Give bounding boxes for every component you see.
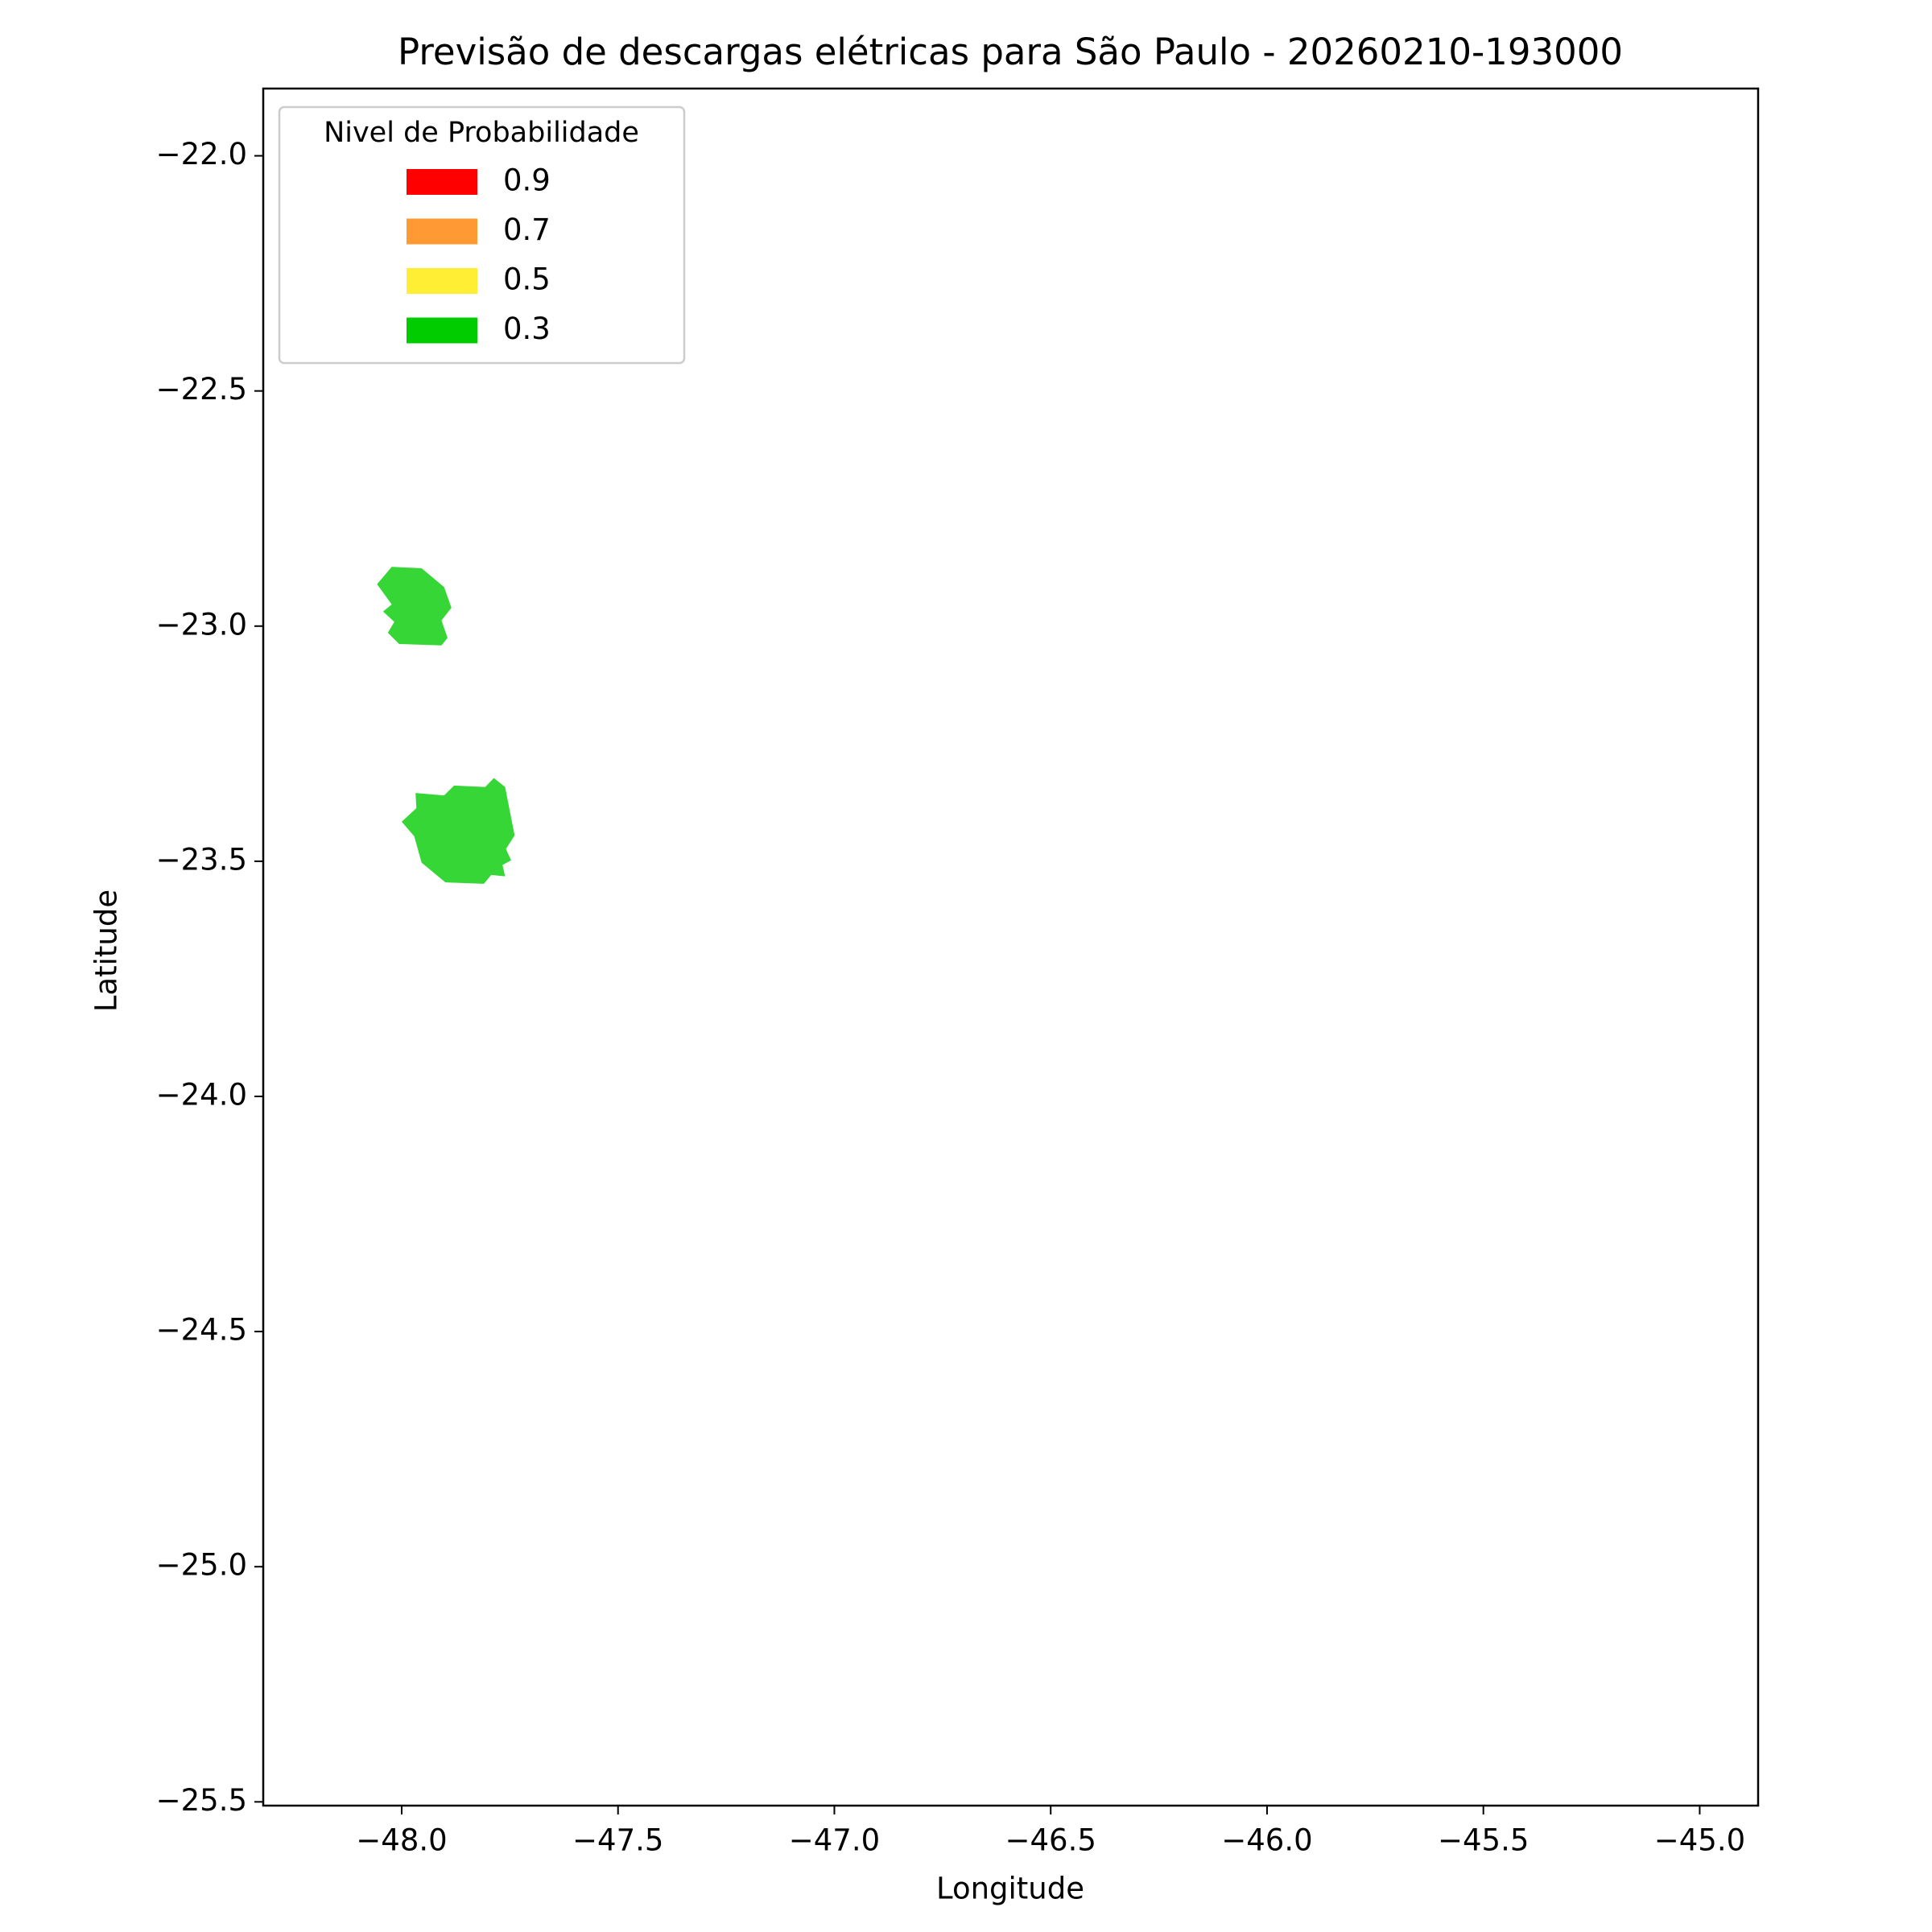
legend-swatch	[407, 169, 477, 195]
x-tick-label: −46.5	[1005, 1823, 1096, 1858]
plot-frame	[262, 87, 1760, 1807]
legend-swatch	[407, 218, 477, 245]
chart-title: Previsão de descargas elétricas para São…	[398, 31, 1623, 73]
storm-area	[377, 567, 452, 646]
y-tick-label: −25.5	[156, 1783, 247, 1818]
y-tick-label: −23.5	[156, 842, 247, 877]
x-tick-label: −47.5	[572, 1823, 663, 1858]
legend-swatch	[407, 317, 477, 344]
legend-label: 0.5	[503, 262, 551, 297]
y-axis-label: Latitude	[89, 890, 124, 1012]
legend-swatch	[407, 268, 477, 294]
y-tick-label: −22.5	[156, 372, 247, 407]
x-tick-label: −48.0	[356, 1823, 447, 1858]
x-tick-label: −46.0	[1221, 1823, 1312, 1858]
y-tick-label: −24.5	[156, 1313, 247, 1348]
x-tick-label: −45.0	[1654, 1823, 1745, 1858]
x-axis-label: Longitude	[936, 1872, 1084, 1906]
legend-label: 0.9	[503, 163, 551, 198]
y-tick-label: −25.0	[156, 1548, 247, 1583]
legend-box	[278, 105, 686, 365]
legend-label: 0.7	[503, 213, 551, 247]
legend-label: 0.3	[503, 312, 551, 346]
y-tick-label: −24.0	[156, 1077, 247, 1112]
x-tick-label: −45.5	[1438, 1823, 1529, 1858]
x-tick-label: −47.0	[789, 1823, 880, 1858]
legend-title: Nivel de Probabilidade	[324, 117, 639, 149]
storm-area	[401, 778, 515, 884]
y-tick-label: −22.0	[156, 137, 247, 171]
y-tick-label: −23.0	[156, 607, 247, 642]
